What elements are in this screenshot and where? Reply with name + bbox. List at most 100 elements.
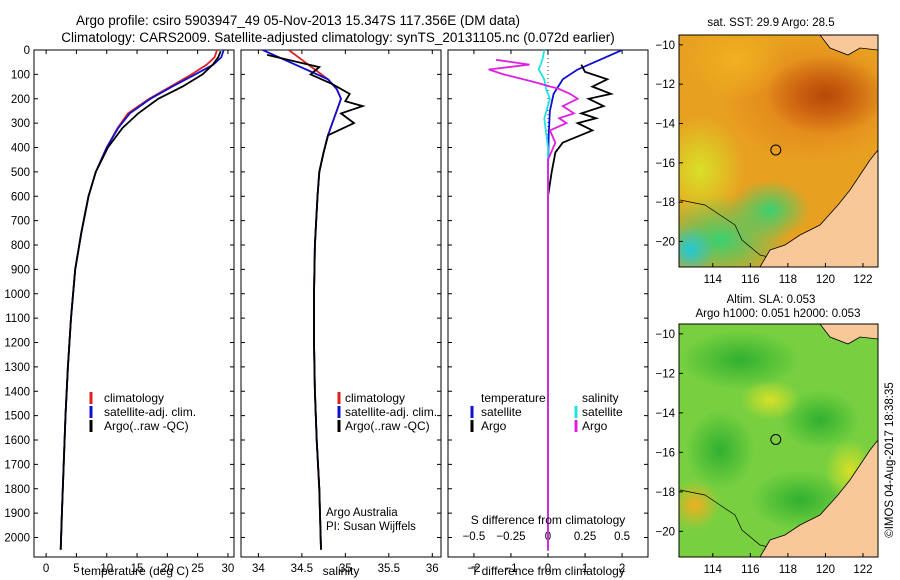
sst-land-north — [819, 35, 878, 56]
y-tick-label: 1300 — [4, 362, 30, 374]
x-tick-label: 25 — [191, 563, 204, 575]
legend-sal-argo-label: Argo — [582, 419, 608, 433]
sla-yellow-patch — [679, 480, 720, 530]
map-x-tick-label: 122 — [853, 564, 872, 576]
legend-temp-argo-label: Argo — [481, 419, 507, 433]
sst-land-australia — [759, 149, 878, 267]
temperature-plot-frame — [33, 49, 235, 558]
y-tick-label: 1900 — [4, 508, 30, 520]
salinity-x-axis: 34 34.5 35 35.5 36 — [252, 50, 439, 575]
y-tick-label: 0 — [24, 45, 30, 57]
sst-orange-patch — [685, 35, 785, 100]
y-tick-label: 800 — [11, 240, 30, 252]
legend-satellite-label: satellite-adj. clim. — [345, 405, 437, 419]
map-y-tick-label: −14 — [655, 408, 675, 420]
salinity-diff-tick-label: 0.25 — [574, 531, 596, 543]
temperature-x-axis: 0 5 10 15 20 25 30 — [43, 50, 234, 575]
difference-x-axis: −2 −1 0 1 2 — [467, 50, 625, 575]
y-tick-label: 600 — [11, 191, 30, 203]
y-tick-label: 500 — [11, 167, 30, 179]
series-temperature-satellite — [547, 50, 623, 550]
pi-credit: PI: Susan Wijffels — [326, 521, 416, 533]
series-argo-raw-qc- — [59, 50, 222, 550]
temperature-y-axis: 0 100 200 300 400 500 600 700 800 900 1000 1100 1200… — [4, 45, 234, 545]
difference-legend: temperature satellite Argo salinity sate… — [470, 391, 623, 433]
map-y-tick-label: −20 — [655, 236, 675, 248]
temperature-panel: 0100200300400500600700800900100011001200… — [4, 45, 235, 578]
y-tick-label: 300 — [11, 118, 30, 130]
salinity-panel: 34 34.5 35 35.5 36 salinity climatology sate… — [240, 49, 442, 578]
salinity-series — [262, 50, 366, 550]
y-tick-label: 1200 — [4, 338, 30, 350]
x-tick-label: 20 — [161, 563, 174, 575]
legend-satellite-label: satellite-adj. clim. — [104, 405, 196, 419]
legend-sal-satellite-label: satellite — [582, 405, 623, 419]
salinity-diff-tick-label: −0.5 — [463, 531, 486, 543]
map-x-tick-label: 122 — [853, 274, 872, 286]
map-y-tick-label: −18 — [655, 197, 675, 209]
sla-map-panel: Altim. SLA: 0.053 Argo h1000: 0.051 h200… — [655, 294, 879, 576]
map-x-tick-label: 116 — [741, 564, 759, 576]
sla-x-axis: 114 116 118 120 122 — [704, 553, 873, 576]
difference-series — [488, 50, 623, 550]
temperature-series — [59, 50, 225, 550]
sla-field — [679, 324, 878, 557]
map-y-tick-label: −16 — [655, 158, 675, 170]
series-satellite-adj-clim- — [59, 50, 225, 550]
map-x-tick-label: 118 — [779, 274, 797, 286]
x-tick-label: 34 — [252, 563, 265, 575]
legend-temp-satellite-label: satellite — [481, 405, 522, 419]
sla-land-north — [819, 324, 878, 345]
y-tick-label: 1600 — [4, 435, 30, 447]
series-argo-raw-qc- — [266, 54, 366, 550]
x-tick-label: 15 — [131, 563, 144, 575]
sla-light-patch-1 — [740, 380, 800, 420]
x-tick-label: 30 — [222, 563, 235, 575]
salinity-xlabel: salinity — [323, 564, 360, 578]
legend-argo-label: Argo(..raw -QC) — [104, 419, 189, 433]
x-tick-label: 35.5 — [378, 563, 400, 575]
sla-dark-patch-1 — [680, 330, 800, 390]
map-y-tick-label: −12 — [655, 79, 675, 91]
salinity-diff-tick-label: −0.25 — [496, 531, 525, 543]
y-tick-label: 1000 — [4, 289, 30, 301]
sst-field — [679, 35, 878, 267]
imos-timestamp: ©IMOS 04-Aug-2017 18:38:35 — [884, 382, 896, 538]
y-tick-label: 2000 — [4, 533, 30, 545]
legend-climatology-label: climatology — [104, 391, 164, 405]
sla-map-title: Altim. SLA: 0.053 — [727, 294, 816, 306]
x-tick-label: 10 — [100, 563, 113, 575]
map-x-tick-label: 120 — [816, 564, 835, 576]
map-x-tick-label: 114 — [704, 274, 723, 286]
x-tick-label: 5 — [73, 563, 79, 575]
map-y-tick-label: −12 — [655, 368, 675, 380]
series-temperature-argo — [547, 64, 615, 550]
map-y-tick-label: −16 — [655, 447, 675, 459]
sst-argo-location-marker — [770, 144, 782, 156]
temperature-legend: climatology satellite-adj. clim. Argo(..… — [89, 391, 196, 433]
map-x-tick-label: 116 — [741, 274, 759, 286]
y-tick-label: 1800 — [4, 484, 30, 496]
series-climatology — [59, 50, 218, 550]
sst-map-panel: sat. SST: 29.9 Argo: 28.5 114 116 118 120 12… — [655, 17, 879, 286]
legend-salinity-heading: salinity — [582, 391, 619, 405]
series-satellite-adj-clim- — [262, 50, 342, 550]
map-x-tick-label: 118 — [779, 564, 797, 576]
title-line-1: Argo profile: csiro 5903947_49 05-Nov-20… — [76, 13, 520, 28]
map-y-tick-label: −18 — [655, 487, 675, 499]
sla-map-subtitle: Argo h1000: 0.051 h2000: 0.053 — [696, 308, 861, 320]
salinity-diff-tick-label: 0.5 — [614, 531, 630, 543]
sla-dark-patch-2 — [780, 390, 860, 450]
sla-map-frame — [678, 323, 879, 558]
sst-map-frame — [678, 34, 879, 268]
difference-xlabel: T difference from climatology — [471, 564, 625, 578]
sst-cyan-patch — [679, 225, 715, 267]
x-tick-label: 35 — [339, 563, 352, 575]
x-tick-label: 34.5 — [291, 563, 313, 575]
sla-land-australia — [759, 439, 878, 557]
map-x-tick-label: 120 — [816, 274, 835, 286]
difference-top-label: S difference from climatology — [471, 513, 626, 527]
y-tick-label: 900 — [11, 264, 30, 276]
y-tick-label: 1700 — [4, 459, 30, 471]
argo-australia-credit: Argo Australia — [326, 507, 398, 519]
